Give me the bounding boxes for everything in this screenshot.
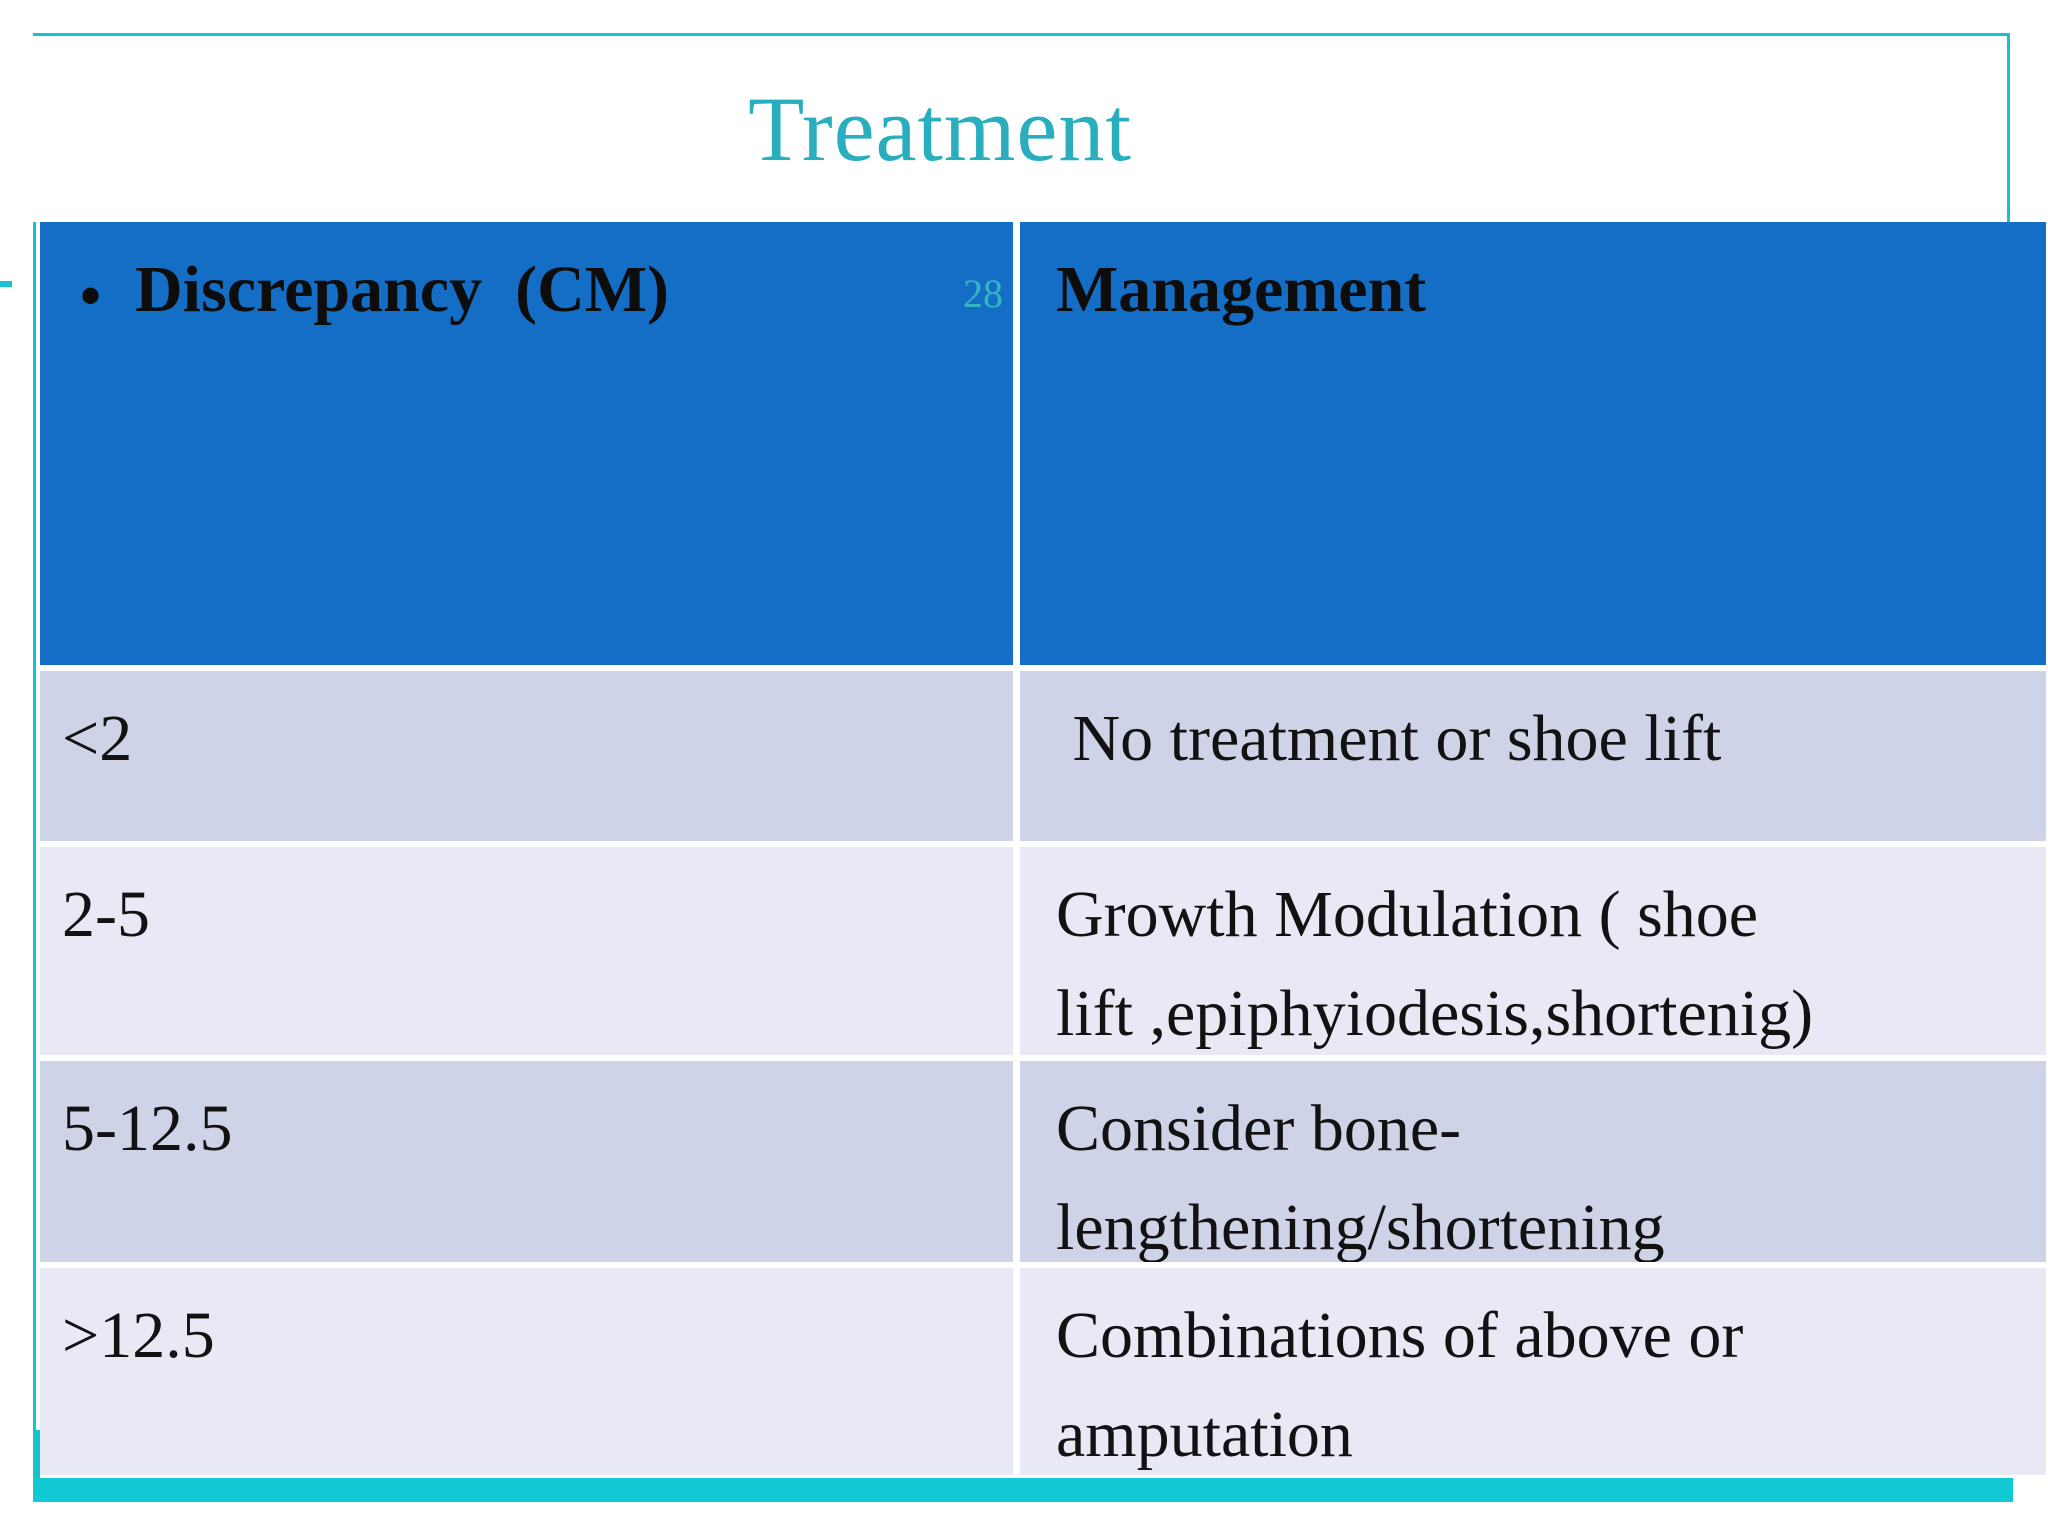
frame-left-border-thick	[33, 1430, 40, 1502]
header-management-label: Management	[1056, 253, 1427, 326]
table-row-2-discrepancy: 2-5	[40, 847, 1013, 1055]
table-row-2-management: Growth Modulation ( shoe lift ,epiphyiod…	[1020, 847, 2046, 1055]
header-discrepancy-label: Discrepancy (CM)	[135, 253, 670, 326]
table-row-1-management: No treatment or shoe lift	[1020, 671, 2046, 841]
treatment-table: • Discrepancy (CM) 28 Management <2 No tre…	[40, 222, 2046, 1475]
table-row-3-management: Consider bone- lengthening/shortening	[1020, 1061, 2046, 1262]
header-cell-discrepancy: • Discrepancy (CM) 28	[40, 222, 1013, 665]
page-number: 28	[963, 271, 1003, 316]
bottom-accent-bar	[33, 1478, 2013, 1502]
bullet-icon: •	[80, 262, 102, 329]
frame-left-border	[33, 33, 36, 1502]
slide-title: Treatment	[748, 78, 1132, 180]
title-box: Treatment	[33, 33, 2010, 222]
table-row-3-discrepancy: 5-12.5	[40, 1061, 1013, 1262]
frame-left-tick	[0, 281, 12, 287]
table-row-4-discrepancy: >12.5	[40, 1268, 1013, 1475]
table-row-1-discrepancy: <2	[40, 671, 1013, 841]
table-row-4-management: Combinations of above or amputation	[1020, 1268, 2046, 1475]
header-cell-management: Management	[1020, 222, 2046, 665]
